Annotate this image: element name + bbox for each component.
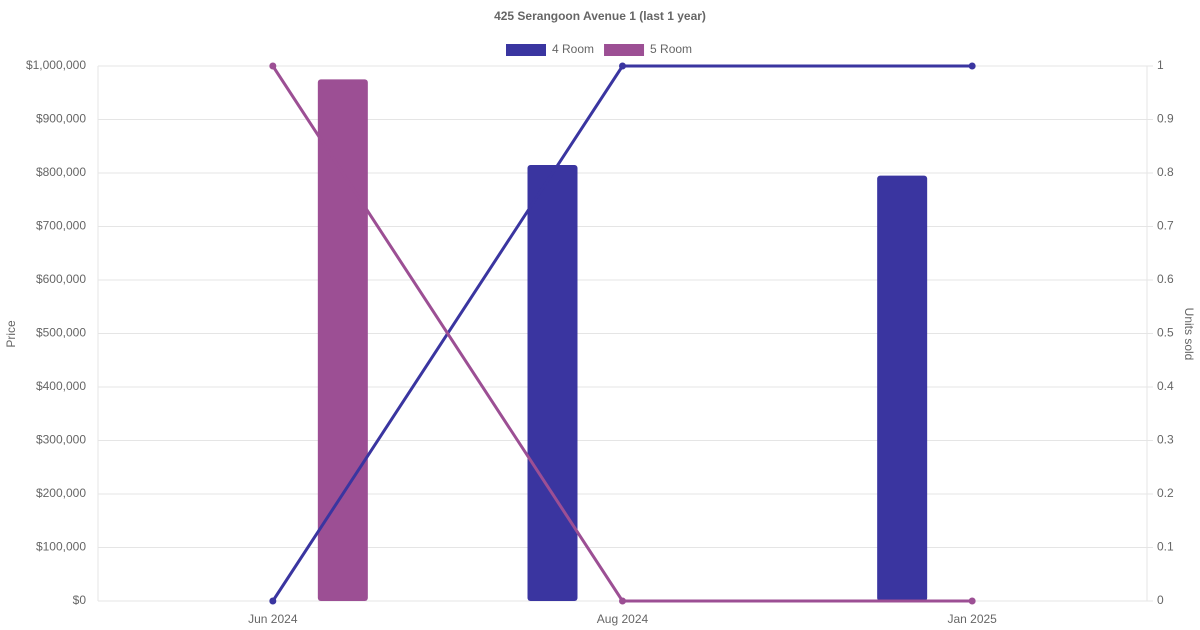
y2-tick-label: 0.6 (1157, 272, 1174, 286)
x-tick-label: Aug 2024 (597, 612, 649, 626)
y-tick-label: $700,000 (36, 219, 86, 233)
bar (527, 164, 578, 601)
y2-tick-label: 0.8 (1157, 165, 1174, 179)
point (619, 597, 626, 605)
y2-tick-label: 0.7 (1157, 219, 1174, 233)
bar (317, 79, 368, 601)
chart-title: 425 Serangoon Avenue 1 (last 1 year) (494, 9, 706, 23)
point (619, 62, 626, 70)
y-tick-label: $100,000 (36, 540, 86, 554)
x-tick-label: Jun 2024 (248, 612, 298, 626)
y2-tick-label: 0.5 (1157, 326, 1174, 340)
y2-tick-label: 0 (1157, 593, 1164, 607)
y-tick-label: $200,000 (36, 486, 86, 500)
y2-tick-label: 0.2 (1157, 486, 1174, 500)
y-tick-label: $300,000 (36, 433, 86, 447)
y-tick-label: $400,000 (36, 379, 86, 393)
y2-tick-label: 0.4 (1157, 379, 1174, 393)
legend-swatch[interactable] (604, 44, 645, 56)
point (968, 597, 976, 605)
x-tick-label: Jan 2025 (947, 612, 997, 626)
point (269, 597, 277, 605)
y2-tick-label: 1 (1157, 58, 1164, 72)
y2-tick-label: 0.9 (1157, 112, 1174, 126)
y2-tick-label: 0.1 (1157, 540, 1174, 554)
y-tick-label: $1,000,000 (26, 58, 86, 72)
legend-swatch[interactable] (506, 44, 546, 56)
y-tick-label: $800,000 (36, 165, 86, 179)
y-tick-label: $600,000 (36, 272, 86, 286)
y-tick-label: $500,000 (36, 326, 86, 340)
point (968, 62, 976, 70)
y-tick-label: $0 (73, 593, 87, 607)
y-tick-label: $900,000 (36, 112, 86, 126)
legend-label[interactable]: 5 Room (650, 42, 692, 56)
legend-label[interactable]: 4 Room (552, 42, 594, 56)
y2-axis-title: Units sold (1182, 308, 1196, 361)
y-axis-title: Price (4, 320, 18, 348)
y2-tick-label: 0.3 (1157, 433, 1174, 447)
point (269, 62, 277, 70)
bar (877, 175, 928, 602)
